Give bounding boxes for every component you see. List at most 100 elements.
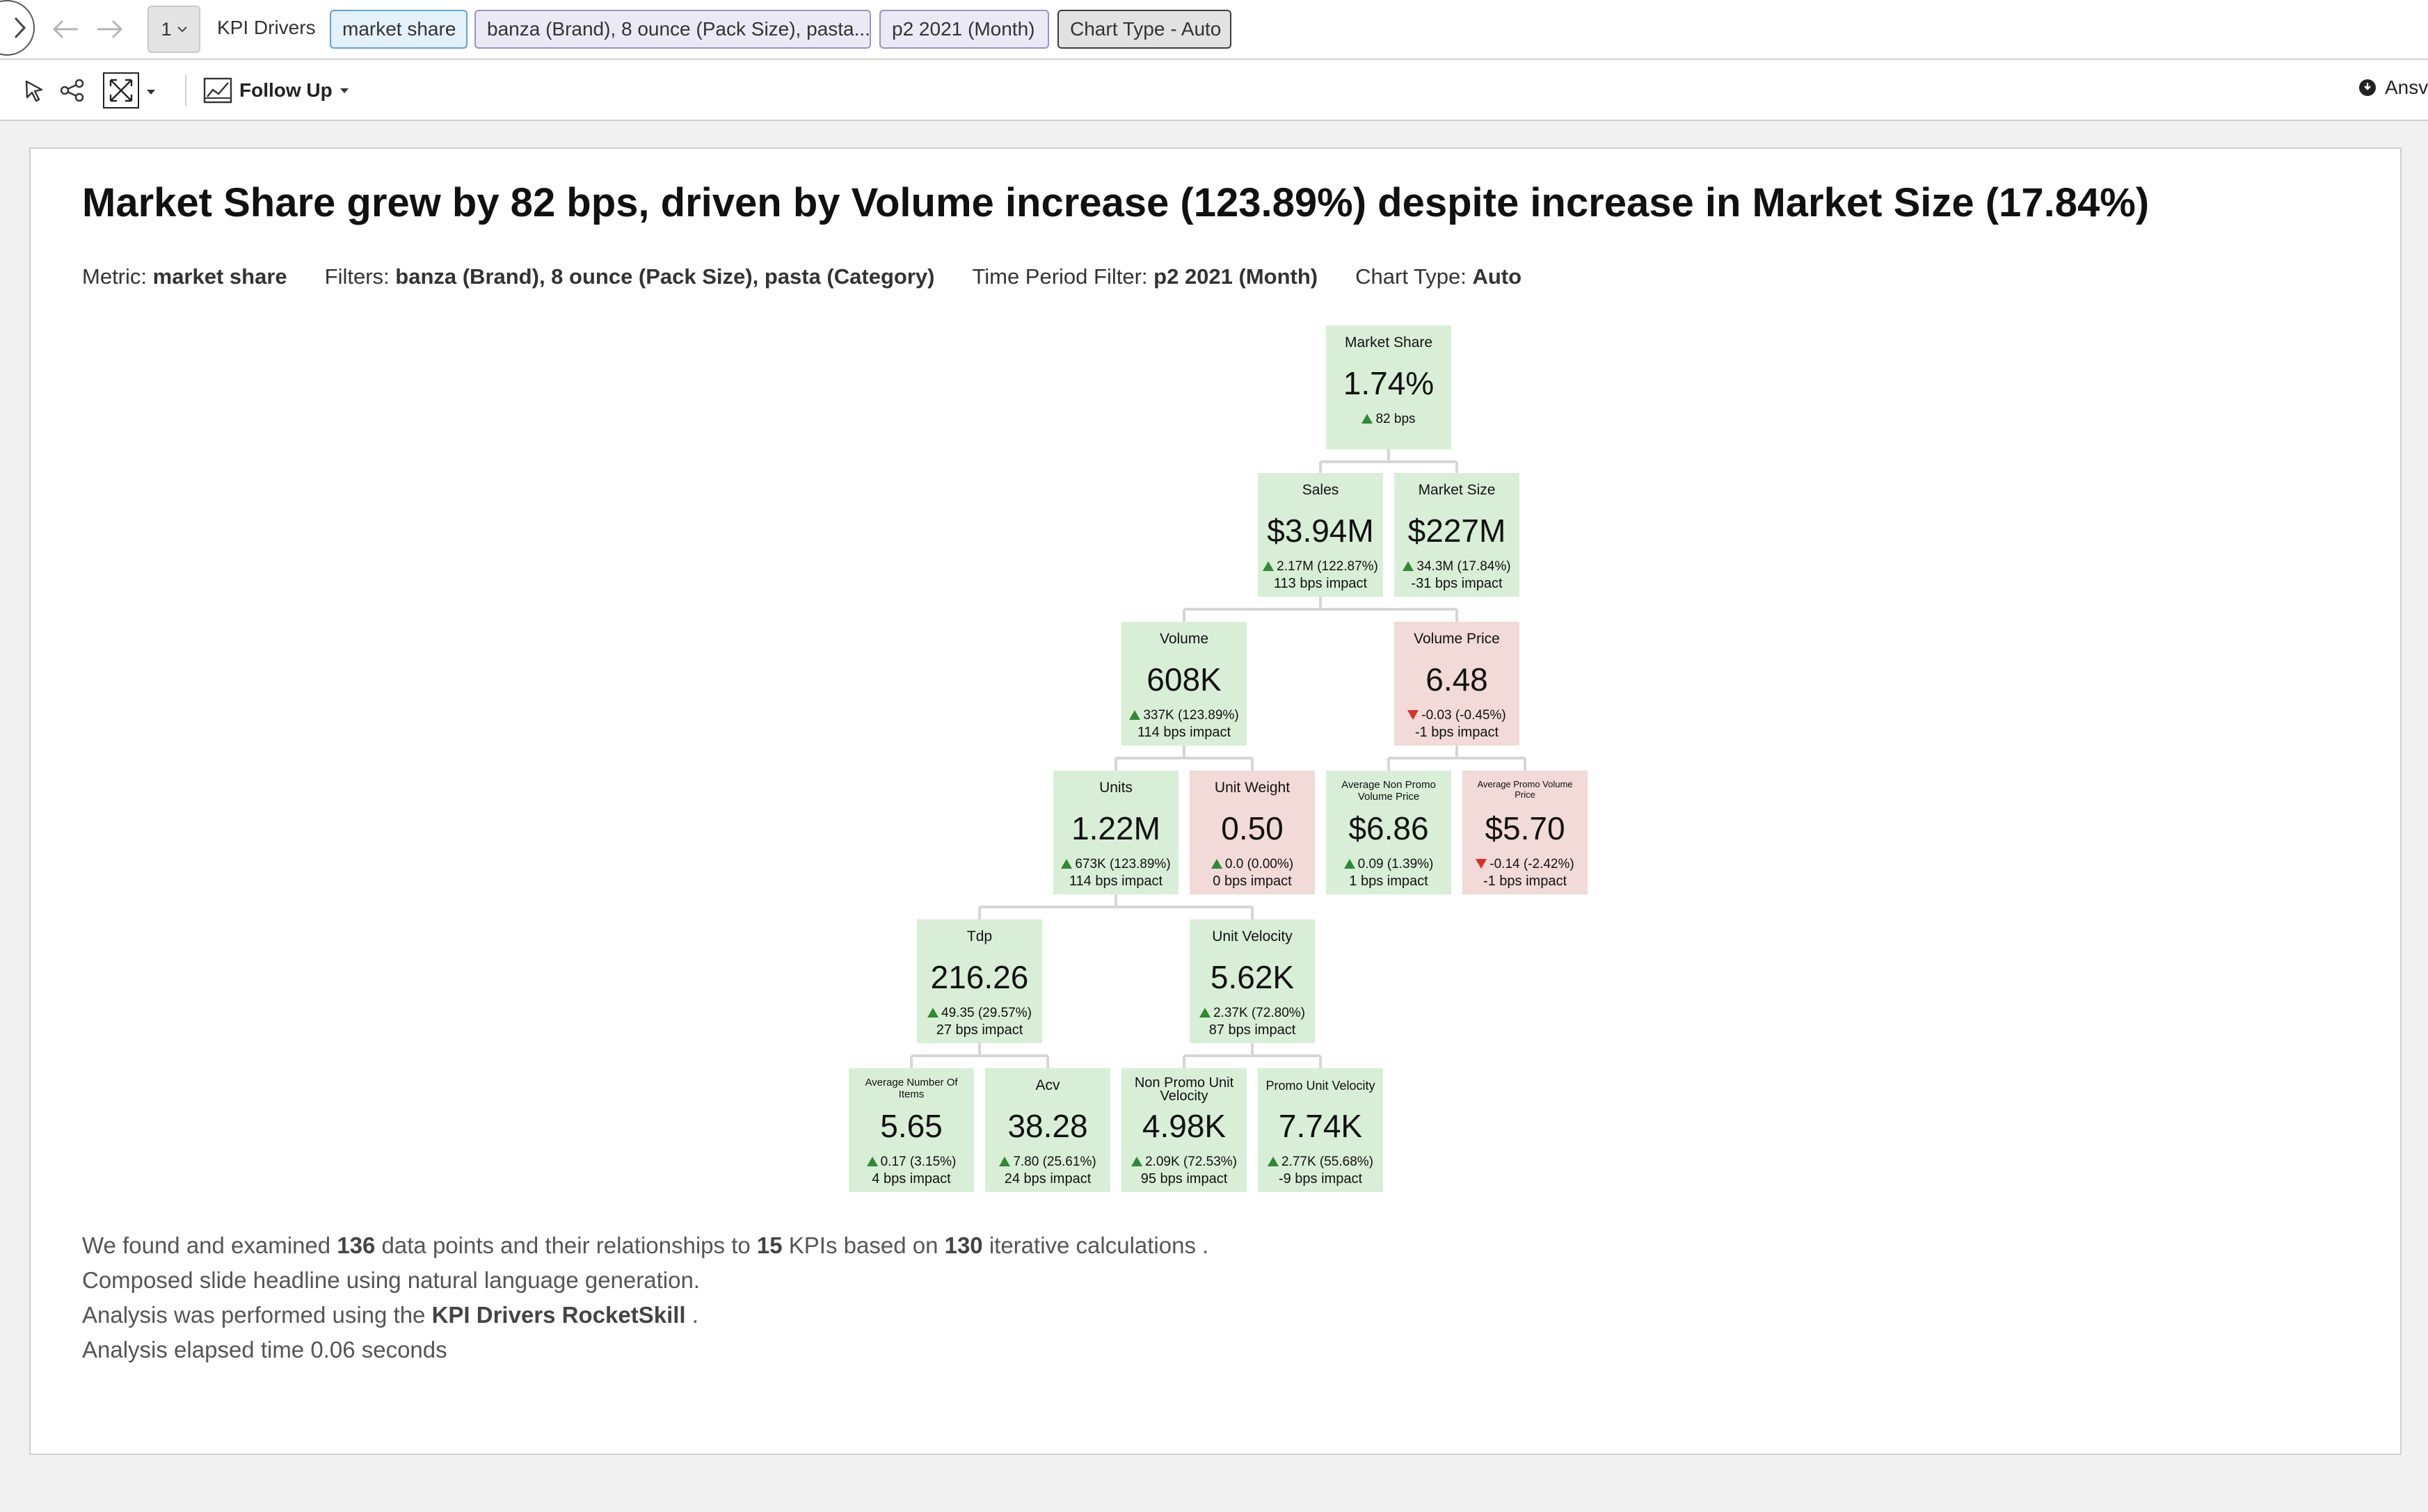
- kpi-node-change: 2.09K (72.53%): [1121, 1155, 1247, 1170]
- kpi-node-label: Units: [1099, 780, 1133, 796]
- kpi-node-change-text: 0.17 (3.15%): [880, 1155, 957, 1169]
- sidebar-toggle-button[interactable]: [0, 0, 35, 56]
- slide-card: Market Share grew by 82 bps, driven by V…: [29, 147, 2402, 1455]
- kpi-node-value: 4.98K: [1142, 1108, 1227, 1144]
- kpi-node-value: 216.26: [930, 959, 1029, 995]
- kpi-node-avg-number-of-items[interactable]: Average Number Of Items 5.65 0.17 (3.15%…: [849, 1068, 974, 1192]
- kpi-node-change-text: 34.3M (17.84%): [1416, 559, 1511, 574]
- cursor-icon: [25, 80, 43, 102]
- chart-type-chip[interactable]: Chart Type - Auto: [1057, 10, 1231, 49]
- triangle-up-icon: [927, 1008, 939, 1018]
- kpi-node-change-text: 49.35 (29.57%): [941, 1006, 1032, 1020]
- narrative-text: .: [685, 1302, 698, 1328]
- kpi-node-impact: 4 bps impact: [872, 1171, 951, 1187]
- kpi-node-unit-velocity[interactable]: Unit Velocity 5.62K 2.37K (72.80%) 87 bp…: [1190, 919, 1315, 1043]
- answer-button[interactable]: Ansv: [2358, 77, 2428, 99]
- kpi-node-value: 6.48: [1425, 661, 1488, 698]
- kpi-node-value: 5.65: [880, 1108, 943, 1144]
- kpi-node-unit-weight[interactable]: Unit Weight 0.50 0.0 (0.00%) 0 bps impac…: [1190, 771, 1315, 894]
- fit-view-dropdown[interactable]: [143, 85, 159, 99]
- kpi-node-acv[interactable]: Acv 38.28 7.80 (25.61%) 24 bps impact: [985, 1068, 1110, 1192]
- kpi-node-impact: 114 bps impact: [1069, 874, 1163, 889]
- triangle-down-icon: [1407, 710, 1419, 720]
- narrative-text: iterative calculations .: [982, 1232, 1209, 1258]
- narrative-text: We found and examined: [82, 1232, 337, 1258]
- analysis-narrative: We found and examined 136 data points an…: [82, 1228, 1208, 1367]
- kpi-node-avg-promo-volume-price[interactable]: Average Promo Volume Price $5.70 -0.14 (…: [1462, 771, 1588, 894]
- kpi-node-label: Average Promo Volume Price: [1477, 779, 1573, 800]
- meta-chart-type-value: Auto: [1472, 264, 1522, 289]
- triangle-down-icon: [1476, 859, 1487, 869]
- expand-icon: [109, 79, 133, 102]
- kpi-node-non-promo-unit-velocity[interactable]: Non Promo Unit Velocity 4.98K 2.09K (72.…: [1121, 1068, 1247, 1192]
- kpi-node-impact: -1 bps impact: [1414, 725, 1499, 740]
- back-button[interactable]: [49, 13, 82, 46]
- kpi-node-impact: 114 bps impact: [1137, 725, 1231, 740]
- narrative-line-2: Composed slide headline using natural la…: [82, 1267, 700, 1293]
- triangle-up-icon: [1263, 561, 1275, 571]
- kpi-node-units[interactable]: Units 1.22M 673K (123.89%) 114 bps impac…: [1053, 771, 1179, 894]
- kpi-node-value: 38.28: [1007, 1108, 1088, 1144]
- share-icon: [60, 79, 84, 102]
- kpi-node-label: Sales: [1302, 482, 1339, 498]
- kpi-node-label: Market Size: [1418, 482, 1496, 498]
- kpi-node-change: 337K (123.89%): [1121, 708, 1247, 723]
- kpi-node-value: 7.74K: [1278, 1108, 1363, 1144]
- kpi-node-change: 82 bps: [1326, 412, 1451, 427]
- meta-filters-label: Filters:: [324, 264, 390, 289]
- history-dropdown[interactable]: 1: [147, 6, 200, 53]
- kpi-node-change-text: 0.09 (1.39%): [1357, 857, 1434, 871]
- data-points-count: 136: [337, 1232, 376, 1258]
- time-period-chip[interactable]: p2 2021 (Month): [879, 10, 1049, 49]
- triangle-up-icon: [1131, 1157, 1142, 1166]
- kpi-node-change-text: 2.09K (72.53%): [1144, 1155, 1238, 1169]
- kpi-node-value: 1.22M: [1071, 810, 1160, 846]
- kpi-node-market-size[interactable]: Market Size $227M 34.3M (17.84%) -31 bps…: [1394, 473, 1519, 597]
- kpi-driver-tree: Market Share 1.74% 82 bps Sales $3.94M 2…: [31, 149, 2403, 1456]
- kpi-node-change: 2.37K (72.80%): [1190, 1006, 1315, 1021]
- kpi-node-value: 0.50: [1221, 810, 1284, 846]
- kpi-node-impact: -9 bps impact: [1278, 1171, 1363, 1187]
- triangle-up-icon: [1199, 1008, 1211, 1018]
- meta-time-label: Time Period Filter:: [972, 264, 1148, 289]
- filter-chip[interactable]: banza (Brand), 8 ounce (Pack Size), past…: [474, 10, 871, 49]
- follow-up-button[interactable]: Follow Up: [203, 74, 349, 107]
- triangle-up-icon: [1343, 859, 1355, 869]
- narrative-text: Analysis was performed using the: [82, 1302, 432, 1328]
- triangle-up-icon: [1361, 414, 1373, 424]
- share-button[interactable]: [57, 75, 88, 106]
- kpi-node-label: Market Share: [1344, 335, 1433, 351]
- history-value: 1: [161, 18, 172, 40]
- arrow-right-icon: [97, 19, 123, 39]
- tree-connectors: [910, 449, 1526, 1068]
- forward-button[interactable]: [93, 13, 127, 46]
- meta-metric-value: market share: [152, 264, 287, 289]
- meta-filters-value: banza (Brand), 8 ounce (Pack Size), past…: [395, 264, 935, 289]
- meta-metric-label: Metric:: [82, 264, 147, 289]
- narrative-line-1: We found and examined 136 data points an…: [82, 1228, 1208, 1263]
- kpi-node-volume[interactable]: Volume 608K 337K (123.89%) 114 bps impac…: [1121, 622, 1247, 746]
- triangle-up-icon: [866, 1157, 878, 1166]
- kpi-node-market-share[interactable]: Market Share 1.74% 82 bps: [1326, 325, 1451, 449]
- metric-chip[interactable]: market share: [330, 10, 468, 49]
- kpi-node-tdp[interactable]: Tdp 216.26 49.35 (29.57%) 27 bps impact: [917, 919, 1042, 1043]
- kpi-node-change: 2.77K (55.68%): [1258, 1155, 1383, 1170]
- kpi-node-promo-unit-velocity[interactable]: Promo Unit Velocity 7.74K 2.77K (55.68%)…: [1258, 1068, 1383, 1192]
- fit-view-button[interactable]: [103, 72, 139, 108]
- kpi-node-label: Unit Velocity: [1212, 928, 1293, 944]
- kpi-node-volume-price[interactable]: Volume Price 6.48 -0.03 (-0.45%) -1 bps …: [1394, 622, 1519, 746]
- kpi-node-sales[interactable]: Sales $3.94M 2.17M (122.87%) 113 bps imp…: [1258, 473, 1383, 597]
- kpi-node-change: 2.17M (122.87%): [1258, 559, 1383, 574]
- kpi-node-change-text: 337K (123.89%): [1143, 708, 1239, 723]
- kpi-node-impact: 87 bps impact: [1208, 1022, 1296, 1038]
- slide-headline: Market Share grew by 82 bps, driven by V…: [82, 180, 2150, 225]
- kpi-node-change-text: 2.77K (55.68%): [1281, 1155, 1374, 1169]
- kpi-node-avg-non-promo-volume-price[interactable]: Average Non Promo Volume Price $6.86 0.0…: [1326, 771, 1451, 894]
- kpi-node-label: Promo Unit Velocity: [1265, 1079, 1375, 1093]
- kpi-node-impact: -31 bps impact: [1411, 576, 1503, 591]
- kpi-node-value: $5.70: [1485, 810, 1565, 846]
- kpi-node-impact: -1 bps impact: [1483, 874, 1567, 889]
- triangle-up-icon: [1267, 1157, 1279, 1166]
- triangle-up-icon: [1129, 710, 1141, 720]
- select-tool-button[interactable]: [19, 75, 50, 106]
